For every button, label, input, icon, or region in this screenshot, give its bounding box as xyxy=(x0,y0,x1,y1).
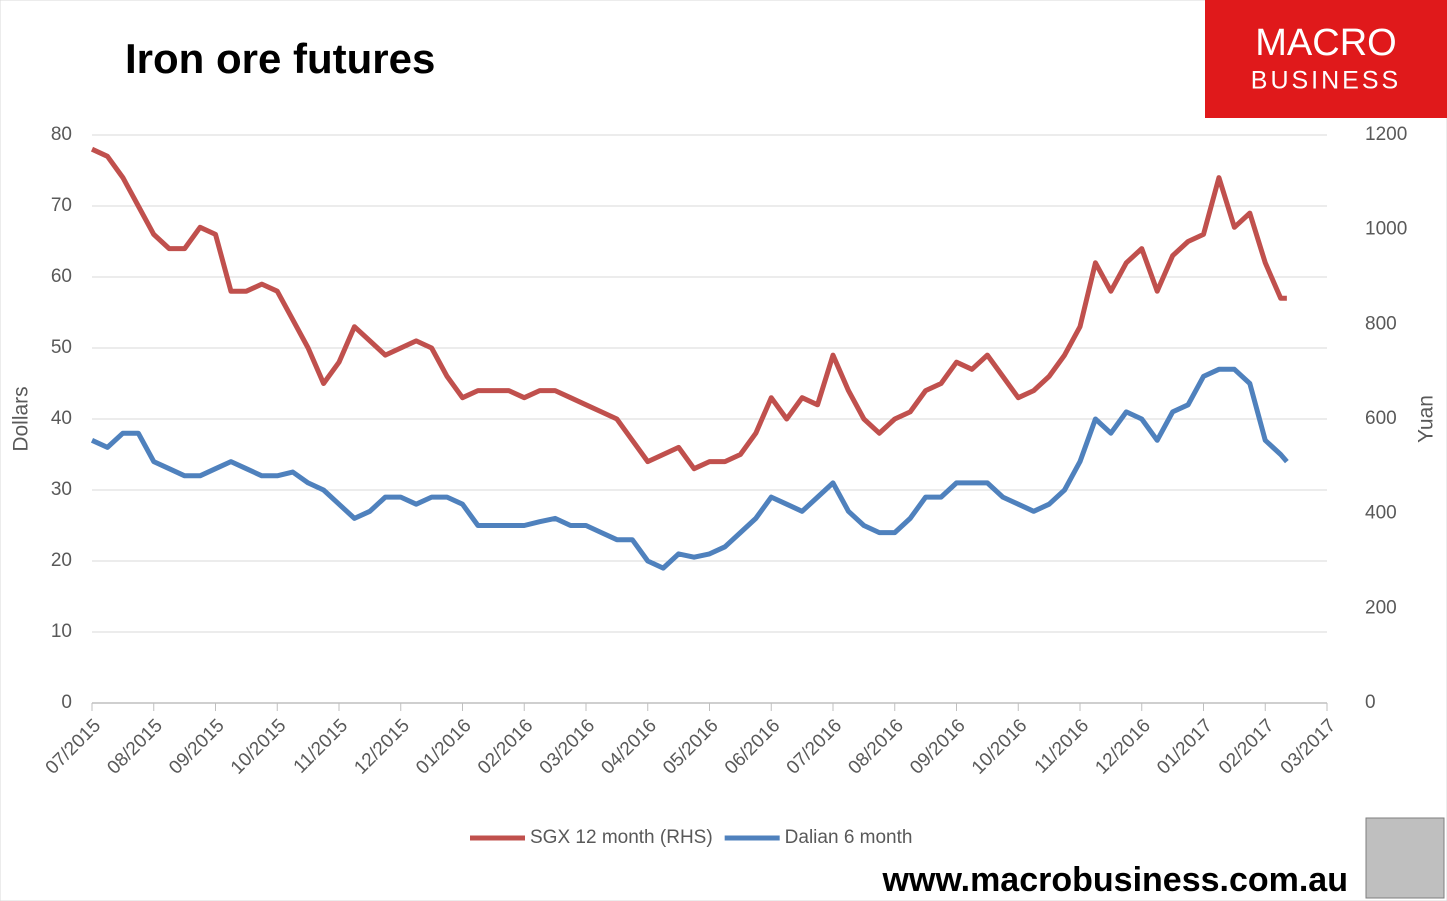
y2-tick-label: 800 xyxy=(1365,313,1397,334)
y-tick-label: 60 xyxy=(51,266,72,287)
y-axis-label: Dollars xyxy=(10,386,33,451)
footer: www.macrobusiness.com.au xyxy=(882,861,1348,899)
fox-icon xyxy=(1365,817,1445,899)
y2-tick-label: 400 xyxy=(1365,503,1397,524)
y-tick-label: 10 xyxy=(51,621,72,642)
y2-tick-label: 200 xyxy=(1365,597,1397,618)
y2-axis-label: Yuan xyxy=(1415,395,1438,443)
legend-label: SGX 12 month (RHS) xyxy=(530,827,713,848)
y2-tick-label: 0 xyxy=(1365,692,1376,713)
y-tick-label: 40 xyxy=(51,408,72,429)
y-tick-label: 0 xyxy=(61,692,72,713)
logo-box xyxy=(1205,0,1447,118)
y2-tick-label: 1200 xyxy=(1365,124,1407,145)
line-series xyxy=(90,146,1287,472)
y-tick-label: 70 xyxy=(51,195,72,216)
y2-tick-label: 600 xyxy=(1365,408,1397,429)
line-series xyxy=(90,366,1289,571)
y-tick-label: 50 xyxy=(51,337,72,358)
legend-label: Dalian 6 month xyxy=(785,827,913,848)
y-tick-label: 80 xyxy=(51,124,72,145)
y-tick-label: 30 xyxy=(51,479,72,500)
chart-title: Iron ore futures xyxy=(125,35,435,82)
y-tick-label: 20 xyxy=(51,550,72,571)
logo-text: MACRO xyxy=(1255,22,1396,64)
y2-tick-label: 1000 xyxy=(1365,219,1407,240)
logo-text: BUSINESS xyxy=(1251,67,1401,95)
